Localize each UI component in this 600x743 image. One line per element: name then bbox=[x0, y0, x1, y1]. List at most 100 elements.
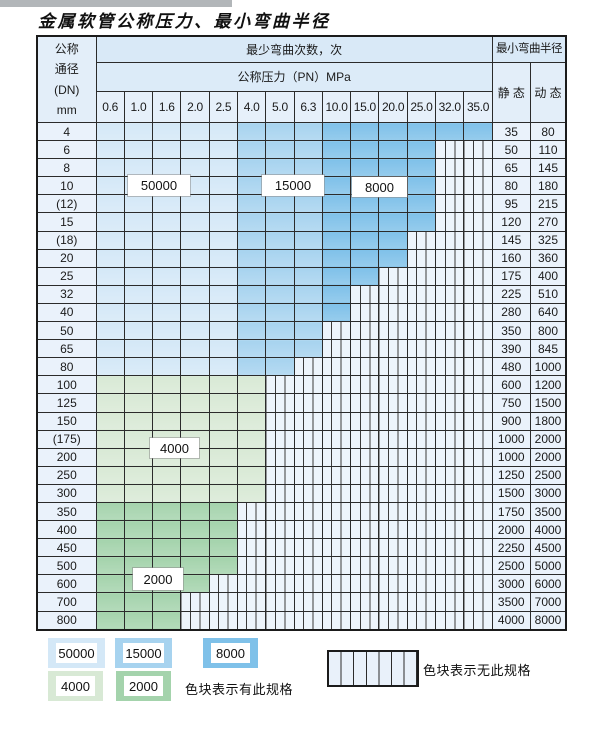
no-spec-cell bbox=[406, 483, 437, 503]
no-spec-cell bbox=[463, 230, 493, 250]
dynamic-value-cell: 845 bbox=[529, 339, 567, 359]
dynamic-value-cell: 2000 bbox=[529, 447, 567, 467]
no-spec-cell bbox=[406, 574, 437, 594]
dynamic-value-cell: 6000 bbox=[529, 574, 567, 594]
pressure-col-header: 35.0 bbox=[463, 91, 493, 123]
spec-cell bbox=[321, 212, 352, 232]
spec-cell bbox=[152, 212, 182, 232]
no-spec-cell bbox=[406, 266, 437, 286]
spec-cell bbox=[95, 284, 125, 304]
table-row: 500 2500 5000 bbox=[36, 556, 567, 576]
spec-cell bbox=[406, 212, 437, 232]
dynamic-value-cell: 325 bbox=[529, 230, 567, 250]
no-spec-cell bbox=[236, 592, 267, 612]
no-spec-cell bbox=[293, 483, 323, 503]
no-spec-cell bbox=[293, 357, 323, 377]
bend-cycles-header: 最少弯曲次数，次 bbox=[95, 35, 493, 63]
static-value-cell: 1000 bbox=[491, 429, 531, 449]
spec-cell bbox=[236, 411, 267, 431]
no-spec-cell bbox=[435, 610, 465, 631]
no-spec-cell bbox=[406, 556, 437, 576]
no-spec-cell bbox=[265, 610, 295, 631]
pressure-col-header: 15.0 bbox=[350, 91, 380, 123]
spec-cell bbox=[152, 465, 182, 485]
no-spec-cell bbox=[435, 357, 465, 377]
static-value-cell: 1500 bbox=[491, 483, 531, 503]
dynamic-value-cell: 3000 bbox=[529, 483, 567, 503]
spec-cell bbox=[293, 230, 323, 250]
dn-cell: 700 bbox=[36, 592, 97, 612]
no-spec-cell bbox=[406, 321, 437, 341]
table-row: (175) 1000 2000 bbox=[36, 429, 567, 449]
no-spec-cell bbox=[463, 158, 493, 178]
has-spec-legend-text: 色块表示有此规格 bbox=[185, 682, 294, 697]
no-spec-cell bbox=[435, 501, 465, 522]
spec-cell bbox=[236, 248, 267, 268]
no-spec-cell bbox=[293, 375, 323, 395]
no-spec-cell bbox=[378, 429, 408, 449]
table-row: 80 480 1000 bbox=[36, 357, 567, 377]
dynamic-value-cell: 2500 bbox=[529, 465, 567, 485]
no-spec-cell bbox=[435, 447, 465, 467]
spec-cell bbox=[236, 194, 267, 214]
pressure-col-header: 1.6 bbox=[152, 91, 182, 123]
spec-cell bbox=[435, 121, 465, 142]
corner-line: 公称 bbox=[54, 41, 79, 56]
dn-cell: (12) bbox=[36, 194, 97, 214]
spec-cell bbox=[123, 140, 154, 160]
spec-cell bbox=[236, 230, 267, 250]
no-spec-cell bbox=[463, 393, 493, 413]
dn-cell: 150 bbox=[36, 411, 97, 431]
dn-cell: 80 bbox=[36, 357, 97, 377]
dynamic-value-cell: 110 bbox=[529, 140, 567, 160]
dn-cell: 32 bbox=[36, 284, 97, 304]
no-spec-cell bbox=[435, 538, 465, 558]
spec-cell bbox=[265, 248, 295, 268]
spec-cell bbox=[123, 339, 154, 359]
dynamic-value-cell: 7000 bbox=[529, 592, 567, 612]
spec-cell bbox=[265, 194, 295, 214]
spec-cell bbox=[350, 194, 380, 214]
dn-cell: 500 bbox=[36, 556, 97, 576]
table-row: (18) 145 325 bbox=[36, 230, 567, 250]
spec-cell bbox=[152, 121, 182, 142]
no-spec-cell bbox=[463, 610, 493, 631]
spec-table-head: 公称 通径 (DN) mm 最少弯曲次数，次 最小弯曲半径 公称压力（PN）MPa 静… bbox=[36, 35, 567, 123]
pressure-col-header: 20.0 bbox=[378, 91, 408, 123]
spec-cell bbox=[180, 158, 210, 178]
spec-cell bbox=[236, 339, 267, 359]
spec-cell bbox=[265, 230, 295, 250]
spec-cell bbox=[293, 158, 323, 178]
dn-cell: 100 bbox=[36, 375, 97, 395]
dn-cell: 15 bbox=[36, 212, 97, 232]
no-spec-cell bbox=[435, 574, 465, 594]
no-spec-cell bbox=[378, 538, 408, 558]
spec-cell bbox=[123, 465, 154, 485]
no-spec-cell bbox=[463, 248, 493, 268]
no-spec-cell bbox=[378, 501, 408, 522]
no-spec-legend-text: 色块表示无此规格 bbox=[423, 663, 532, 678]
no-spec-cell bbox=[321, 357, 352, 377]
spec-cell bbox=[95, 375, 125, 395]
spec-cell bbox=[321, 140, 352, 160]
no-spec-cell bbox=[265, 574, 295, 594]
no-spec-cell bbox=[463, 321, 493, 341]
static-value-cell: 750 bbox=[491, 393, 531, 413]
no-spec-cell bbox=[350, 284, 380, 304]
spec-cell bbox=[208, 321, 238, 341]
pressure-col-header: 0.6 bbox=[95, 91, 125, 123]
spec-cell bbox=[123, 411, 154, 431]
dn-cell: 350 bbox=[36, 501, 97, 522]
no-spec-cell bbox=[265, 411, 295, 431]
no-spec-cell bbox=[435, 393, 465, 413]
pressure-col-header: 2.5 bbox=[208, 91, 238, 123]
spec-cell bbox=[378, 248, 408, 268]
no-spec-cell bbox=[463, 556, 493, 576]
no-spec-cell bbox=[378, 520, 408, 540]
spec-cell bbox=[95, 248, 125, 268]
pressure-col-header: 6.3 bbox=[293, 91, 323, 123]
spec-cell bbox=[95, 592, 125, 612]
no-spec-cell bbox=[293, 556, 323, 576]
no-spec-cell bbox=[378, 574, 408, 594]
table-row: 250 1250 2500 bbox=[36, 465, 567, 485]
